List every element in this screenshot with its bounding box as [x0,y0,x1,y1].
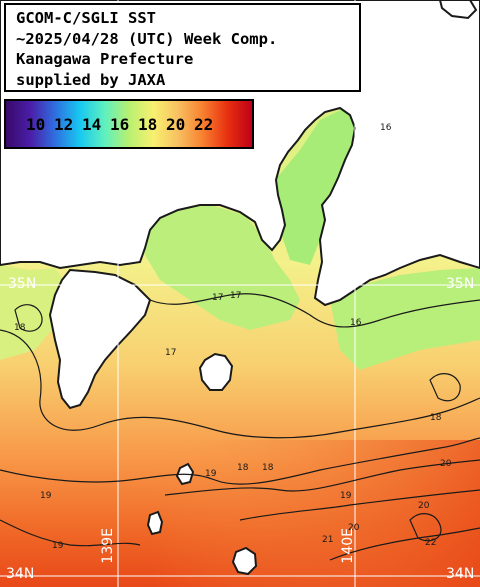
title-line-region: Kanagawa Prefecture [16,50,194,68]
contour-label: 20 [348,523,360,533]
land-top-right-islet [438,0,478,20]
contour-label: 17 [212,293,223,303]
title-panel: GCOM-C/SGLI SST ~2025/04/28 (UTC) Week C… [4,3,361,92]
lon-label-140e: 140E [340,528,356,564]
contour-label: 20 [418,501,430,511]
east-coast-waters [330,268,480,370]
lat-label-34n-right: 34N [446,566,475,582]
contour-label: 18 [430,413,442,423]
legend-tick-label: 20 [166,115,186,134]
isotherm-west [0,519,141,547]
contour-label: 18 [262,463,274,473]
legend-labels: 10 12 14 16 18 20 22 [26,115,222,134]
title-line-product: GCOM-C/SGLI SST [16,9,156,27]
isotherm-east-small [409,513,442,542]
land-izu-oshima [198,352,234,391]
contour-label: 19 [205,469,217,479]
legend-tick-label: 10 [26,115,46,134]
contour-label: 22 [425,538,436,548]
warm-current-band [150,440,480,587]
contour-label: 21 [322,535,333,545]
contour-label: 20 [440,459,452,469]
legend-tick-label: 16 [110,115,130,134]
lat-label-34n-left: 34N [6,566,35,582]
legend-tick-label: 14 [82,115,102,134]
isotherm-18 [0,329,480,439]
isotherm-17 [149,293,480,328]
land-izu-peninsula [48,268,152,410]
contour-label: 19 [52,541,64,551]
contour-label: 16 [380,123,392,133]
contour-label: 17 [230,291,241,301]
isotherm-east-loop [429,373,461,402]
isotherm-20 [164,459,480,496]
isotherm-patch-left [14,304,43,332]
lon-label-139e: 139E [100,528,116,564]
title-line-date: ~2025/04/28 (UTC) Week Comp. [16,29,278,48]
contour-label: 19 [40,491,52,501]
color-legend: 10 12 14 16 18 20 22 [4,99,254,149]
land-miyakejima [231,546,258,576]
isotherm-19 [0,437,480,485]
lat-label-35n-left: 35N [8,276,37,292]
contour-label: 19 [340,491,352,501]
contour-label: 18 [14,323,26,333]
isotherm-21 [239,489,480,521]
legend-tick-label: 18 [138,115,158,134]
tokyo-bay-waters [275,108,365,265]
contour-label: 17 [165,348,176,358]
legend-tick-label: 12 [54,115,74,134]
isotherm-22 [329,527,480,561]
lat-label-35n-right: 35N [446,276,475,292]
contour-label: 18 [237,463,249,473]
title-line-credit: supplied by JAXA [16,70,166,89]
contour-label: 16 [350,318,362,328]
legend-tick-label: 22 [194,115,214,134]
legend-color-bar [6,101,252,147]
land-niijima [146,510,164,536]
